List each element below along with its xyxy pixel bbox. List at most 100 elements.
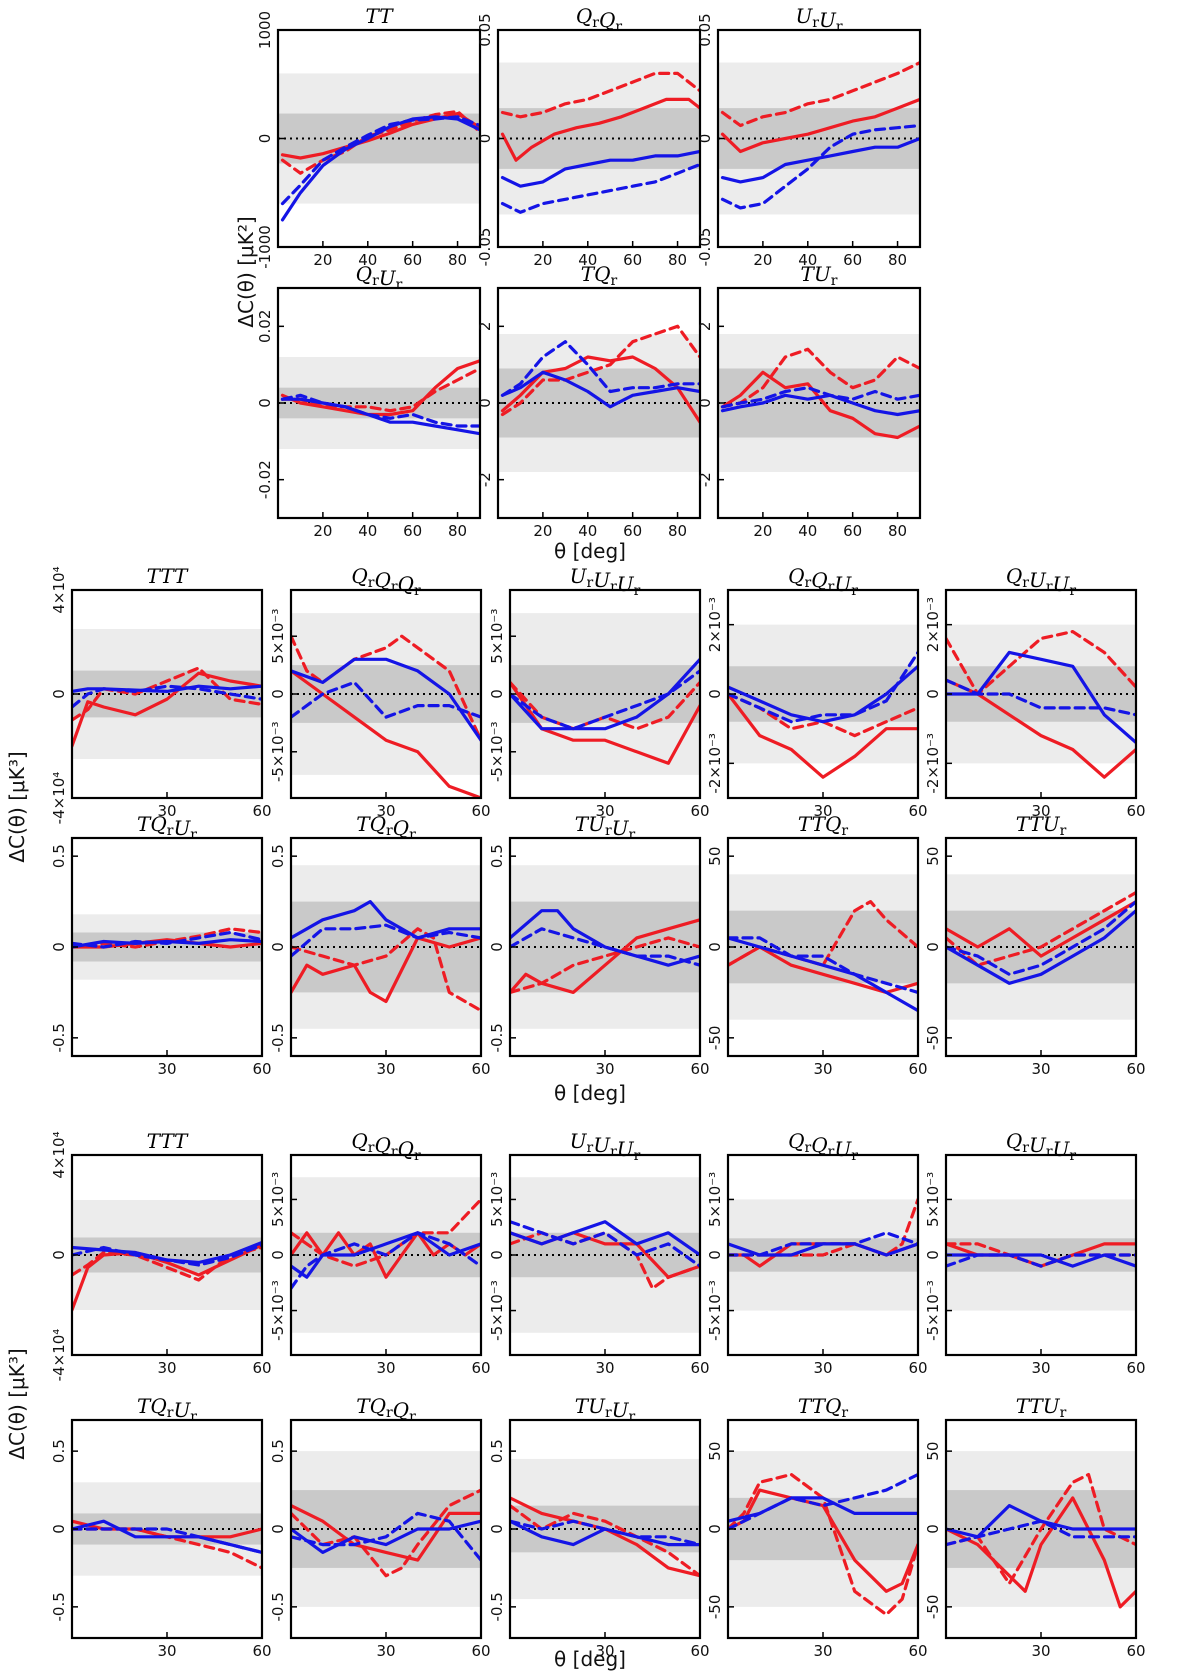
y-tick-label: 0	[488, 1250, 506, 1260]
series-blue-solid	[720, 393, 920, 417]
y-tick-label: 2	[696, 322, 714, 332]
x-tick-label: 60	[623, 522, 642, 540]
y-tick-label: 0	[706, 1250, 724, 1260]
series-blue-dashed	[946, 1519, 1136, 1547]
x-tick-label: 30	[157, 1359, 176, 1377]
series-red-solid	[728, 692, 918, 779]
x-tick-label: 60	[1126, 1359, 1145, 1377]
y-tick-label: 0.05	[696, 13, 714, 46]
series-blue-dashed	[728, 1472, 918, 1531]
panel-b1-UU: 20 40 60 80 -0.05 0 0.05 UrUr	[696, 4, 922, 269]
panel-b2-TQU: 30 60 -0.5 0 0.5 TQrUr	[50, 812, 272, 1078]
series-blue-solid	[946, 909, 1136, 985]
panel-b1-TQ: 20 40 60 80 -2 0 2 TQr	[476, 262, 702, 540]
y-tick-label: 0	[50, 689, 68, 699]
panel-title: QrQrUr	[788, 564, 858, 599]
block2-xlabel: θ [deg]	[554, 1081, 626, 1105]
x-tick-label: 60	[690, 1642, 709, 1660]
series-blue-dashed	[510, 1519, 700, 1547]
y-tick-label: 0	[706, 689, 724, 699]
series-blue-solid	[72, 684, 262, 693]
x-tick-label: 60	[690, 1060, 709, 1078]
y-tick-label: 50	[924, 1442, 942, 1461]
series-blue-dashed	[72, 684, 262, 709]
x-tick-label: 60	[1126, 802, 1145, 820]
series-blue-dashed	[720, 123, 920, 210]
y-tick-label: -0.05	[476, 228, 494, 267]
x-tick-label: 60	[403, 251, 422, 269]
series-red-solid	[291, 1504, 481, 1562]
panel-b3-TTU: 30 60 -50 0 50 TTUr	[924, 1394, 1146, 1660]
series-blue-dashed	[72, 930, 262, 949]
series-red-solid	[291, 936, 481, 1004]
y-tick-label: 50	[924, 847, 942, 866]
panel-b1-QU: 20 40 60 80 -0.02 0 0.02 QrUr	[256, 262, 482, 540]
x-tick-label: 60	[1126, 1642, 1145, 1660]
y-tick-label: 0.5	[50, 1439, 68, 1463]
x-tick-label: 30	[595, 1642, 614, 1660]
y-tick-label: -0.5	[50, 1592, 68, 1621]
x-tick-label: 60	[623, 251, 642, 269]
x-tick-label: 60	[843, 251, 862, 269]
panel-title: TUr	[801, 262, 838, 289]
panel-b3-QQU: 30 60 -5×10⁻³ 0 5×10⁻³ QrQrUr	[706, 1129, 928, 1377]
y-tick-label: 0	[476, 398, 494, 408]
panel-title: TTUr	[1016, 1394, 1067, 1421]
y-tick-label: 0	[488, 1524, 506, 1534]
panel-title: TTT	[147, 564, 189, 588]
panel-b3-TTQ: 30 60 -50 0 50 TTQr	[706, 1394, 928, 1660]
x-tick-label: 30	[157, 802, 176, 820]
series-blue-solid	[291, 657, 481, 742]
band-inner	[510, 1232, 700, 1278]
x-tick-label: 30	[376, 1359, 395, 1377]
series-red-solid	[510, 918, 700, 994]
panel-b3-UUU: 30 60 -5×10⁻³ 0 5×10⁻³ UrUrUr	[488, 1129, 710, 1377]
x-tick-label: 20	[533, 251, 552, 269]
panel-b1-TT: 20 40 60 80 -1000 0 1000 TT	[256, 4, 482, 269]
x-tick-label: 60	[471, 1060, 490, 1078]
x-tick-label: 30	[813, 802, 832, 820]
series-red-solid	[720, 97, 920, 154]
series-blue-dashed	[728, 936, 918, 994]
band-inner	[291, 665, 481, 723]
y-tick-label: 0	[50, 1524, 68, 1534]
x-tick-label: 80	[448, 251, 467, 269]
series-blue-dashed	[946, 900, 1136, 976]
x-tick-label: 30	[157, 1642, 176, 1660]
panel-title: TQrUr	[137, 812, 197, 843]
y-tick-label: -0.5	[50, 1023, 68, 1052]
y-tick-label: -2×10⁻³	[924, 733, 942, 794]
x-tick-label: 60	[843, 522, 862, 540]
y-tick-label: -2	[696, 472, 714, 487]
series-blue-dashed	[728, 650, 918, 724]
x-tick-label: 30	[813, 1359, 832, 1377]
y-tick-label: 0.02	[256, 310, 274, 343]
series-blue-dashed	[72, 1527, 262, 1554]
y-tick-label: -5×10⁻³	[269, 1280, 287, 1341]
x-tick-label: 60	[908, 1642, 927, 1660]
block1-ylabel: ΔC(θ) [μK²]	[234, 216, 258, 327]
panel-b1-TU: 20 40 60 80 -2 0 2 TUr	[696, 262, 922, 540]
series-red-solid	[946, 900, 1136, 958]
y-tick-label: 5×10⁻³	[269, 1172, 287, 1227]
series-blue-dashed	[72, 1243, 262, 1267]
y-tick-label: -4×10⁴	[50, 1329, 68, 1382]
x-tick-label: 30	[376, 1060, 395, 1078]
panel-b2-UUU: 30 60 -5×10⁻³ 0 5×10⁻³ UrUrUr	[488, 564, 710, 820]
panel-b2-QQU: 30 60 -2×10⁻³ 0 2×10⁻³ QrQrUr	[706, 564, 928, 820]
block3-ylabel: ΔC(θ) [μK³]	[5, 1348, 29, 1459]
y-tick-label: -5×10⁻³	[269, 722, 287, 783]
y-tick-label: -4×10⁴	[50, 772, 68, 825]
y-tick-label: 0	[706, 942, 724, 952]
y-tick-label: 0	[706, 1524, 724, 1534]
series-blue-solid	[291, 900, 481, 940]
x-tick-label: 60	[908, 1060, 927, 1078]
y-tick-label: 0	[269, 1524, 287, 1534]
panel-title: TTUr	[1016, 812, 1067, 839]
panel-title: TQrQr	[356, 812, 416, 843]
x-tick-label: 60	[908, 1359, 927, 1377]
series-blue-dashed	[500, 340, 700, 397]
panel-title: QrUrUr	[1006, 1129, 1077, 1164]
x-tick-label: 30	[595, 1359, 614, 1377]
y-tick-label: 0	[924, 942, 942, 952]
